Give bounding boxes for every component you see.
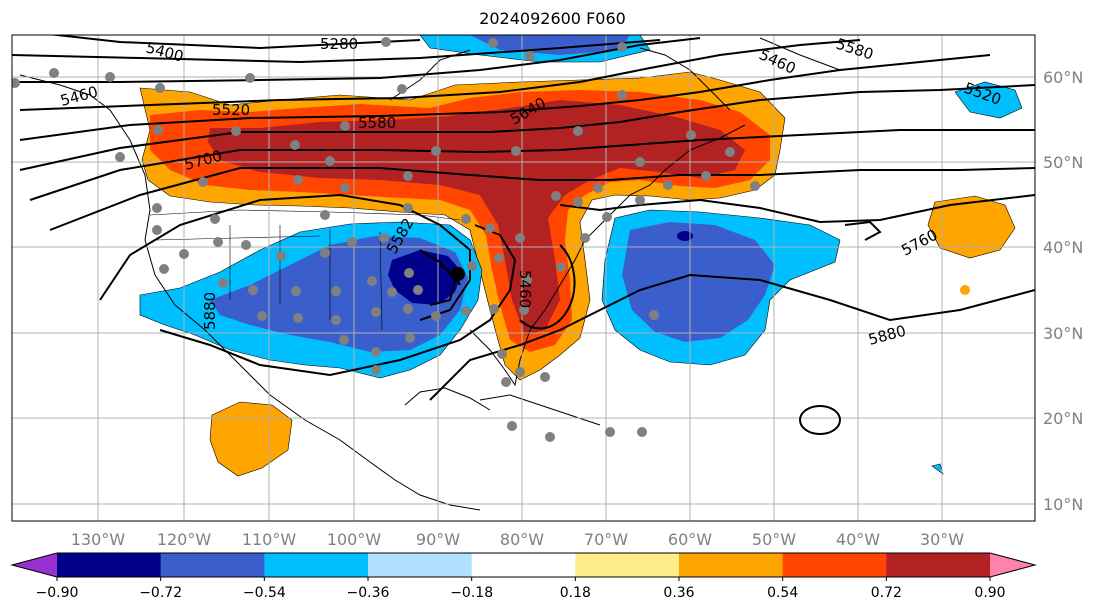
lat-label: 20°N: [1043, 409, 1083, 428]
lon-label: 40°W: [836, 530, 880, 549]
colorbar-bin: [264, 553, 369, 577]
small-positive-patch: [960, 285, 970, 295]
map-title: 2024092600 F060: [479, 9, 626, 28]
lon-label: 80°W: [500, 530, 544, 549]
longitude-labels: 130°W 120°W 110°W 100°W 90°W 80°W 70°W 6…: [71, 530, 964, 549]
negative-anomaly-atlantic-blue: [622, 222, 775, 342]
atlantic-navy-spot: [677, 231, 693, 241]
colorbar-tick-label: −0.72: [139, 585, 182, 601]
colorbar-bin: [886, 553, 991, 577]
negative-anomaly-navy-core: [388, 250, 462, 305]
lat-label: 10°N: [1043, 495, 1083, 514]
coastlines: [19, 37, 841, 511]
lon-label: 70°W: [584, 530, 628, 549]
borders: [149, 209, 461, 331]
colorbar-extend-high: [990, 553, 1035, 577]
colorbar-tick-label: 0.18: [560, 585, 591, 601]
positive-anomaly-east-atlantic: [927, 195, 1016, 259]
map-frame: [11, 34, 1036, 522]
lon-label: 50°W: [752, 530, 796, 549]
station-markers: [12, 37, 760, 442]
lon-label: 60°W: [668, 530, 712, 549]
lat-label: 30°N: [1043, 324, 1083, 343]
lon-label: 30°W: [920, 530, 964, 549]
colorbar-bin: [782, 553, 887, 577]
svg-text:5580: 5580: [358, 114, 396, 132]
latitude-labels: 60°N 50°N 40°N 30°N 20°N 10°N: [1043, 68, 1083, 514]
storm-center-marker: [451, 267, 465, 281]
lat-label: 40°N: [1043, 238, 1083, 257]
map-plot-area: 5400 5280 5460 5520 5580 5640 5700 5582 …: [12, 35, 1035, 521]
negative-anomaly-ne-atlantic: [954, 81, 1023, 119]
negative-anomaly-north-blue: [470, 35, 630, 55]
lon-label: 90°W: [416, 530, 460, 549]
colorbar-tick-label: −0.36: [347, 585, 390, 601]
svg-text:5280: 5280: [320, 35, 358, 53]
colorbar-tick-label: 0.54: [767, 585, 798, 601]
colorbar-tick-label: 0.72: [871, 585, 902, 601]
colorbar-extend-low: [12, 553, 57, 577]
lat-label: 60°N: [1043, 68, 1083, 87]
colorbar: −0.90 −0.72 −0.54 −0.36 −0.18 0.18 0.36 0.54 0.7…: [10, 552, 1037, 601]
lon-label: 130°W: [71, 530, 126, 549]
svg-text:5520: 5520: [212, 101, 250, 119]
positive-anomaly-pacific-south: [209, 401, 293, 477]
colorbar-bin: [57, 553, 162, 577]
colorbar-tick-label: 0.36: [663, 585, 694, 601]
lon-label: 120°W: [157, 530, 212, 549]
colorbar-bin: [575, 553, 680, 577]
graticule: [12, 35, 1035, 521]
lon-label: 110°W: [242, 530, 297, 549]
svg-text:5880: 5880: [201, 292, 219, 330]
colorbar-tick-label: −0.90: [36, 585, 79, 601]
lon-label: 100°W: [327, 530, 382, 549]
lat-label: 50°N: [1043, 153, 1083, 172]
colorbar-bin: [679, 553, 784, 577]
colorbar-tick-label: −0.18: [450, 585, 493, 601]
colorbar-bin: [471, 553, 576, 577]
colorbar-bin: [160, 553, 265, 577]
colorbar-tick-label: −0.54: [243, 585, 286, 601]
positive-anomaly-darkred-region: [208, 100, 745, 335]
colorbar-tick-label: 0.90: [974, 585, 1005, 601]
svg-text:5460: 5460: [516, 270, 534, 308]
colorbar-bin: [368, 553, 473, 577]
